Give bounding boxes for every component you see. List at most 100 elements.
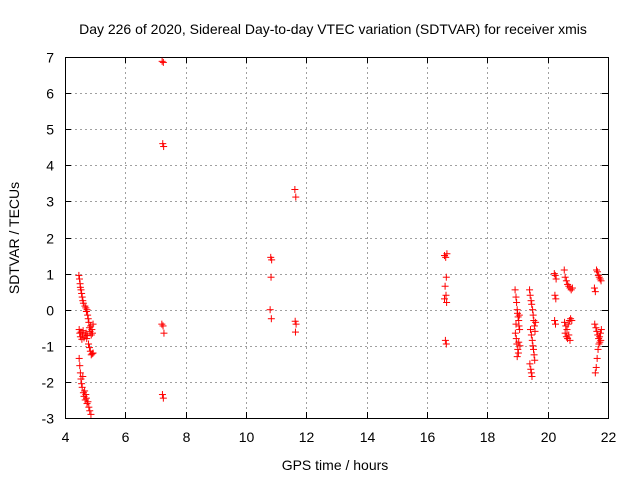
data-point bbox=[82, 304, 90, 312]
data-point bbox=[552, 275, 560, 283]
data-point bbox=[515, 338, 523, 346]
data-point bbox=[596, 329, 604, 337]
y-tick-label: 3 bbox=[46, 194, 54, 210]
data-point bbox=[88, 326, 96, 334]
data-point bbox=[158, 57, 166, 65]
data-point bbox=[594, 345, 602, 353]
data-point bbox=[442, 253, 450, 261]
data-point bbox=[158, 391, 166, 399]
x-tick-label: 10 bbox=[239, 429, 255, 445]
y-tick-label: -3 bbox=[42, 411, 55, 427]
data-point bbox=[441, 282, 449, 290]
chart-title: Day 226 of 2020, Sidereal Day-to-day VTE… bbox=[79, 21, 587, 37]
data-point bbox=[85, 344, 93, 352]
data-point bbox=[83, 400, 91, 408]
data-point bbox=[515, 311, 523, 319]
data-point bbox=[551, 317, 559, 325]
data-point bbox=[512, 320, 520, 328]
data-point bbox=[597, 336, 605, 344]
data-point bbox=[83, 332, 91, 340]
x-tick-label: 14 bbox=[360, 429, 376, 445]
data-point bbox=[441, 336, 449, 344]
data-point bbox=[529, 306, 537, 314]
data-point bbox=[81, 302, 89, 310]
y-tick-label: 0 bbox=[46, 303, 54, 319]
data-point bbox=[527, 369, 535, 377]
data-point bbox=[593, 268, 601, 276]
data-point bbox=[563, 326, 571, 334]
data-point bbox=[562, 277, 570, 285]
data-point bbox=[564, 280, 572, 288]
data-point bbox=[83, 306, 91, 314]
data-point bbox=[84, 311, 92, 319]
data-point bbox=[81, 387, 89, 395]
data-point bbox=[567, 286, 575, 294]
data-point bbox=[527, 365, 535, 373]
data-series-sdtvar bbox=[75, 57, 605, 418]
data-point bbox=[513, 353, 521, 361]
data-point bbox=[551, 291, 559, 299]
data-point bbox=[514, 345, 522, 353]
data-point bbox=[532, 318, 540, 326]
data-point bbox=[76, 369, 84, 377]
data-point bbox=[78, 380, 86, 388]
data-point bbox=[443, 298, 451, 306]
data-point bbox=[514, 309, 521, 317]
data-point bbox=[596, 275, 604, 283]
data-point bbox=[159, 322, 167, 330]
data-point bbox=[83, 335, 91, 343]
data-point bbox=[552, 295, 560, 303]
data-point bbox=[160, 329, 168, 337]
x-tick-label: 16 bbox=[420, 429, 436, 445]
data-point bbox=[76, 362, 84, 370]
data-point bbox=[82, 391, 90, 399]
data-point bbox=[565, 331, 573, 339]
data-point bbox=[158, 320, 166, 328]
x-axis: 4 6 8 10 12 14 16 18 20 22 bbox=[62, 57, 616, 445]
data-point bbox=[528, 336, 536, 344]
gridlines bbox=[65, 57, 608, 418]
data-point bbox=[442, 273, 450, 281]
y-tick-label: 4 bbox=[46, 158, 54, 174]
data-point bbox=[159, 394, 167, 402]
data-point bbox=[529, 311, 537, 319]
data-point bbox=[267, 273, 275, 281]
data-point bbox=[79, 299, 87, 307]
data-point bbox=[526, 286, 534, 294]
y-tick-label: 2 bbox=[46, 231, 54, 247]
data-point bbox=[88, 350, 96, 358]
data-point bbox=[595, 340, 603, 348]
data-point bbox=[551, 271, 559, 279]
data-point bbox=[442, 291, 450, 299]
data-point bbox=[595, 273, 603, 281]
data-point bbox=[560, 266, 568, 274]
data-point bbox=[77, 286, 85, 294]
data-point bbox=[514, 313, 522, 321]
data-point bbox=[593, 266, 601, 274]
data-point bbox=[89, 349, 97, 357]
data-point bbox=[291, 317, 299, 325]
data-point bbox=[566, 336, 574, 344]
data-point bbox=[529, 345, 537, 353]
data-point bbox=[516, 342, 524, 350]
data-point bbox=[512, 335, 520, 343]
data-point bbox=[593, 327, 601, 335]
data-point bbox=[597, 326, 605, 334]
x-tick-label: 4 bbox=[62, 429, 70, 445]
data-point bbox=[88, 329, 96, 337]
data-point bbox=[292, 320, 300, 328]
data-point bbox=[443, 250, 451, 258]
x-axis-label: GPS time / hours bbox=[282, 457, 389, 473]
y-tick-label: 1 bbox=[46, 267, 54, 283]
data-point bbox=[84, 398, 92, 406]
data-point bbox=[526, 360, 534, 368]
data-point bbox=[530, 317, 538, 325]
data-point bbox=[591, 369, 599, 377]
data-point bbox=[84, 315, 92, 323]
data-point bbox=[75, 354, 83, 362]
data-point bbox=[530, 322, 538, 330]
x-tick-label: 20 bbox=[541, 429, 557, 445]
data-point bbox=[87, 410, 95, 418]
data-point bbox=[79, 372, 87, 380]
